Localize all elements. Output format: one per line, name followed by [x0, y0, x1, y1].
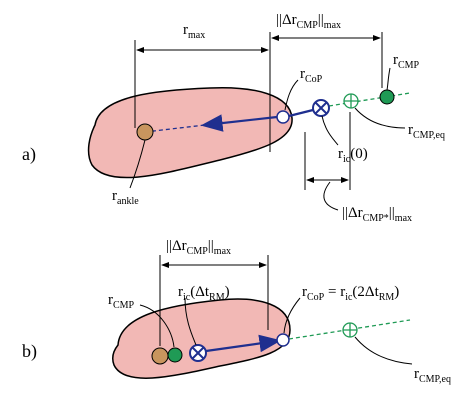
leader [355, 108, 405, 128]
text-part: ||Δr [276, 12, 297, 28]
subscript: CMP [297, 20, 319, 31]
annotation: ||ΔrCMP||max [166, 238, 231, 257]
text-part: (2Δt [352, 284, 379, 300]
leader [324, 182, 338, 210]
annotation: rCMP,eq [408, 122, 445, 141]
text-part: ||Δr [342, 205, 363, 221]
subscript: CMP* [363, 213, 389, 224]
annotation: ||ΔrCMP||max [276, 12, 341, 31]
cmp-point [168, 348, 182, 362]
cmp-eq-point [343, 323, 357, 337]
subscript: ankle [117, 196, 139, 207]
text-part: ) [394, 284, 399, 300]
cmp-eq-point [344, 94, 358, 108]
subscript: max [324, 20, 341, 31]
annotation: rCMP [108, 292, 135, 311]
text-part: ) [225, 284, 230, 300]
ic-point [190, 345, 206, 361]
subscript: CMP,eq [419, 374, 451, 385]
panel-label: a) [22, 144, 36, 165]
subscript: CMP [187, 246, 209, 257]
text-part: ||Δr [166, 238, 187, 254]
cmp-point [380, 90, 394, 104]
cop-point [277, 334, 289, 346]
subscript: CoP [305, 74, 323, 85]
annotation: ||ΔrCMP*||max [342, 205, 412, 224]
cop-point [277, 111, 289, 123]
panel-b [113, 255, 412, 378]
subscript: RM [209, 292, 225, 303]
subscript: CMP [113, 300, 135, 311]
line [289, 110, 313, 116]
annotation: rCoP = ric(2ΔtRM) [302, 284, 399, 303]
annotation: rankle [112, 188, 139, 207]
panel-label: b) [22, 341, 37, 362]
annotation: rCoP [300, 66, 323, 85]
text-part: = r [324, 284, 345, 300]
dashed-line [329, 93, 410, 106]
text-part: (0) [350, 146, 368, 162]
subscript: max [395, 213, 412, 224]
subscript: CMP,eq [413, 130, 445, 141]
panel-a [89, 32, 410, 210]
subscript: max [214, 246, 231, 257]
subscript: RM [379, 292, 395, 303]
annotation: rCMP [393, 52, 420, 71]
diagram: a) rmax ||ΔrCMP||max rCoP rCMP rCMP,eq ric(0) |… [0, 0, 463, 407]
ankle-point [137, 124, 153, 140]
text-part: b) [22, 341, 37, 362]
subscript: max [188, 30, 205, 41]
annotation: rCMP,eq [414, 366, 451, 385]
leader [387, 68, 390, 90]
leader [355, 337, 412, 364]
subscript: CoP [307, 292, 325, 303]
ankle-point [152, 348, 168, 364]
text-part: (Δt [190, 284, 210, 300]
annotation: rmax [183, 22, 205, 41]
foot [89, 88, 293, 178]
annotation: ric(ΔtRM) [178, 284, 230, 303]
foot [113, 299, 290, 378]
subscript: CMP [398, 60, 420, 71]
ic-point [313, 100, 329, 116]
annotation: ric(0) [338, 146, 368, 165]
text-part: a) [22, 144, 36, 165]
leader [322, 116, 338, 145]
page: a) rmax ||ΔrCMP||max rCoP rCMP rCMP,eq ric(0) |… [0, 0, 463, 407]
